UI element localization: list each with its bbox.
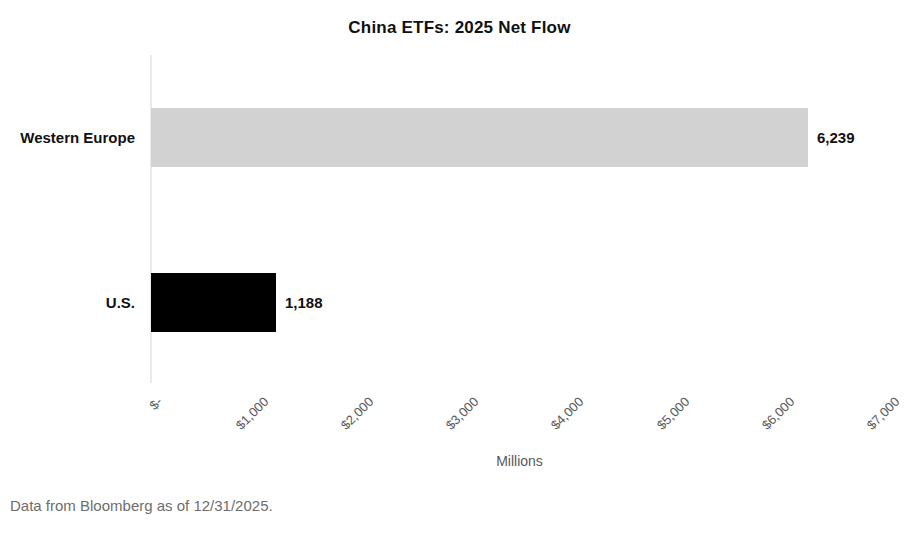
x-axis-tick-label: $6,000 <box>759 394 798 433</box>
source-note: Data from Bloomberg as of 12/31/2025. <box>10 497 273 514</box>
value-label: 6,239 <box>817 128 855 148</box>
x-axis-tick-label: $5,000 <box>653 394 692 433</box>
x-axis-tick-label: $3,000 <box>443 394 482 433</box>
bar <box>151 108 808 167</box>
x-axis-tick-label: $7,000 <box>864 394 903 433</box>
x-axis-tick-label: $1,000 <box>232 394 271 433</box>
bar <box>151 273 276 332</box>
chart-canvas: China ETFs: 2025 Net Flow Western Europe… <box>0 0 919 537</box>
x-axis-tick-label: $2,000 <box>337 394 376 433</box>
category-label: Western Europe <box>0 128 135 148</box>
y-axis-line <box>150 55 152 383</box>
x-axis-tick-label: $4,000 <box>548 394 587 433</box>
value-label: 1,188 <box>285 293 323 313</box>
category-label: U.S. <box>0 293 135 313</box>
x-axis-tick-label: $- <box>147 394 166 413</box>
x-axis-title: Millions <box>151 453 888 469</box>
